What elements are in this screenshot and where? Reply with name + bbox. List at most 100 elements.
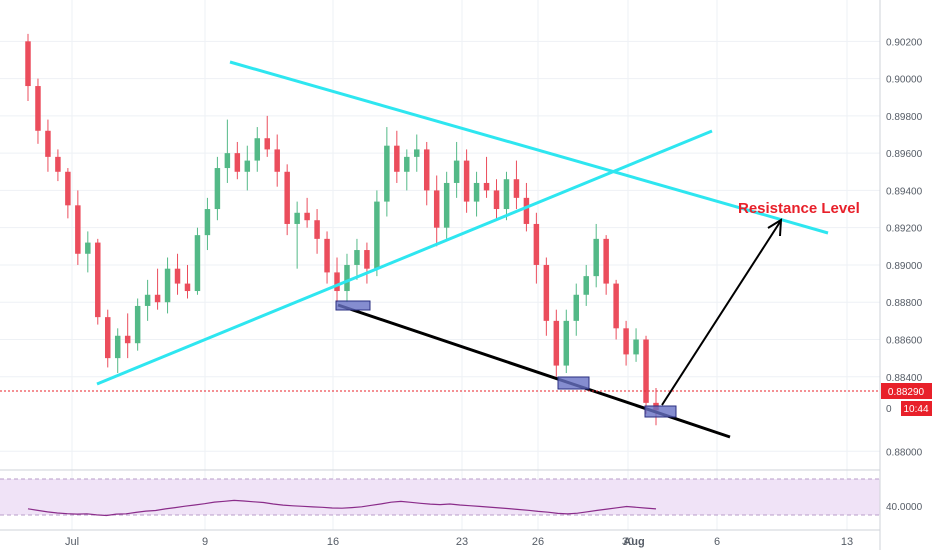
candle-body <box>354 250 360 265</box>
candle-body <box>553 320 560 366</box>
candle-body <box>443 182 450 228</box>
x-tick-label: Aug <box>623 536 644 548</box>
y-tick-label: 0.89400 <box>886 186 923 197</box>
candle-body <box>85 242 91 254</box>
candle-body <box>573 294 579 321</box>
candle-body <box>643 339 649 403</box>
candle-body <box>414 149 420 157</box>
y-tick-label: 0.89800 <box>886 112 923 123</box>
grid <box>0 0 880 530</box>
last-price-badge <box>881 383 932 399</box>
rsi-line <box>27 499 657 517</box>
support-box-3[interactable] <box>644 405 677 418</box>
candle-body <box>194 235 201 292</box>
candle-body <box>304 212 310 221</box>
candle-body <box>234 153 241 172</box>
y-tick-label: 0.90000 <box>886 75 923 86</box>
candle-body <box>404 156 410 172</box>
candle-body <box>224 153 231 169</box>
candle-body <box>244 160 251 172</box>
y-tick-label: 0.88800 <box>886 298 923 309</box>
candle-body <box>164 268 171 303</box>
candle-body <box>394 145 400 172</box>
drawings: Resistance Level <box>96 60 860 439</box>
candle-body <box>583 276 589 295</box>
candle-body <box>204 209 211 236</box>
candle-body <box>384 145 390 202</box>
candle-body <box>613 283 619 329</box>
rsi-pane <box>0 478 880 517</box>
x-tick-label: 9 <box>202 536 208 548</box>
projection-arrow[interactable] <box>661 221 781 406</box>
candle-body <box>623 328 629 355</box>
countdown-badge <box>901 401 932 416</box>
candle-body <box>274 149 280 172</box>
lower-trendline[interactable] <box>96 129 713 386</box>
candle-body <box>25 41 31 87</box>
x-tick-label: 13 <box>841 536 853 548</box>
last-price-label: 0.88290 <box>888 387 925 398</box>
y-tick-label: 0.88400 <box>886 373 923 384</box>
y-tick-label: 0.89000 <box>886 261 923 272</box>
candle-body <box>284 171 290 224</box>
candle-body <box>433 190 440 228</box>
y-tick-label: 0.89200 <box>886 224 923 235</box>
rsi-tick-label: 40.0000 <box>886 502 923 513</box>
x-tick-label: 26 <box>532 536 544 548</box>
arrow-head <box>767 218 783 237</box>
candle-body <box>35 86 41 131</box>
candle-body <box>483 182 490 191</box>
candle-body <box>493 190 500 210</box>
candle-body <box>473 182 480 202</box>
candle-body <box>114 335 121 359</box>
candle-body <box>314 220 320 239</box>
x-tick-label: Jul <box>65 536 79 548</box>
candle-body <box>254 138 261 161</box>
axis-background <box>880 0 932 550</box>
y-tick-label: 0.88000 <box>886 447 923 458</box>
candle-body <box>374 201 380 269</box>
candle-body <box>633 339 639 355</box>
candle-body <box>324 238 330 273</box>
countdown-label: 10:44 <box>903 404 928 415</box>
labels: 0.90200 0.90000 0.89800 0.89600 0.89400 0.892… <box>65 37 932 548</box>
candle-body <box>65 171 71 206</box>
candle-body <box>294 212 300 224</box>
candles <box>25 33 659 426</box>
support-box-2[interactable] <box>557 376 590 390</box>
y-tick-label: 0.90200 <box>886 37 923 48</box>
candle-body <box>364 250 370 269</box>
candle-body <box>344 264 350 292</box>
x-tick-label: 6 <box>714 536 720 548</box>
y-tick-label: 0.89600 <box>886 149 923 160</box>
candle-body <box>154 294 161 303</box>
candle-body <box>264 138 270 150</box>
support-box-1[interactable] <box>335 300 371 311</box>
rsi-band <box>0 479 880 515</box>
candle-body <box>533 223 540 265</box>
y-tick-label: 0.88600 <box>886 335 923 346</box>
candle-body <box>334 272 340 292</box>
candle-body <box>503 179 510 210</box>
countdown-prefix: 0 <box>886 404 892 415</box>
candle-body <box>45 130 51 157</box>
candle-body <box>55 156 61 172</box>
candle-body <box>184 283 191 292</box>
candle-body <box>124 335 131 344</box>
candle-body <box>463 160 470 202</box>
upper-trendline[interactable] <box>229 60 829 235</box>
candle-body <box>174 268 181 284</box>
candle-body <box>214 168 221 210</box>
candle-body <box>513 179 520 198</box>
candle-body <box>105 317 111 359</box>
candle-body <box>603 238 609 284</box>
candle-body <box>543 264 550 321</box>
candle-body <box>563 320 570 366</box>
annotation-text: Resistance Level <box>738 200 860 217</box>
x-tick-label: 23 <box>456 536 468 548</box>
candle-body <box>75 205 81 254</box>
candle-body <box>144 294 151 306</box>
